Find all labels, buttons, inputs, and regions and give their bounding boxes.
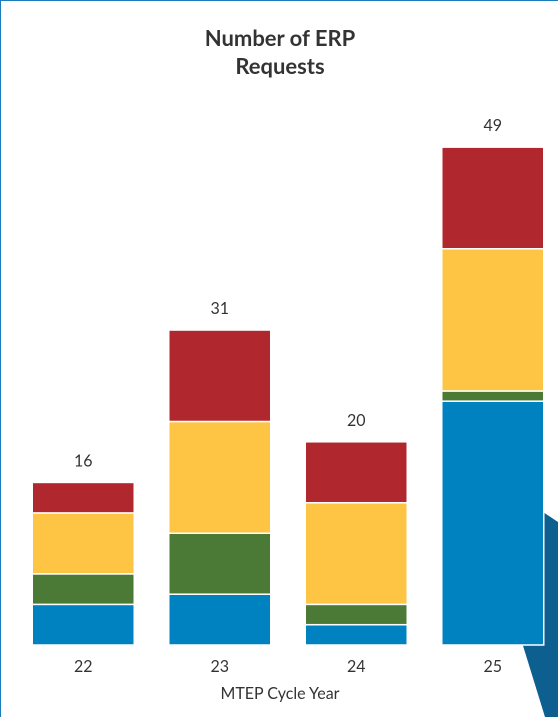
bar-segment	[168, 329, 272, 423]
bar-segment	[168, 593, 272, 646]
chart-title: Number of ERP Requests	[204, 24, 356, 79]
bar-segment	[304, 623, 408, 646]
bar-segment	[168, 420, 272, 534]
bar-segment	[31, 573, 135, 606]
total-label: 20	[347, 411, 366, 430]
bar-segment	[31, 512, 135, 575]
x-tick-label: 23	[210, 657, 229, 676]
x-tick-label: 22	[74, 657, 93, 676]
x-tick-label: 24	[347, 657, 366, 676]
bar-segment	[31, 603, 135, 646]
bar-segment	[304, 502, 408, 606]
total-label: 31	[210, 299, 229, 318]
x-tick-label: 25	[483, 657, 502, 676]
total-label: 49	[483, 116, 502, 135]
bar-segment	[441, 390, 545, 402]
bar-segment	[304, 603, 408, 626]
bar-segment	[31, 481, 135, 514]
bar-segment	[304, 441, 408, 504]
bar-segment	[168, 532, 272, 595]
x-axis-title: MTEP Cycle Year	[220, 684, 339, 703]
bar-segment	[441, 146, 545, 250]
bar-segment	[441, 248, 545, 392]
total-label: 16	[74, 451, 93, 470]
bar-segment	[441, 400, 545, 646]
